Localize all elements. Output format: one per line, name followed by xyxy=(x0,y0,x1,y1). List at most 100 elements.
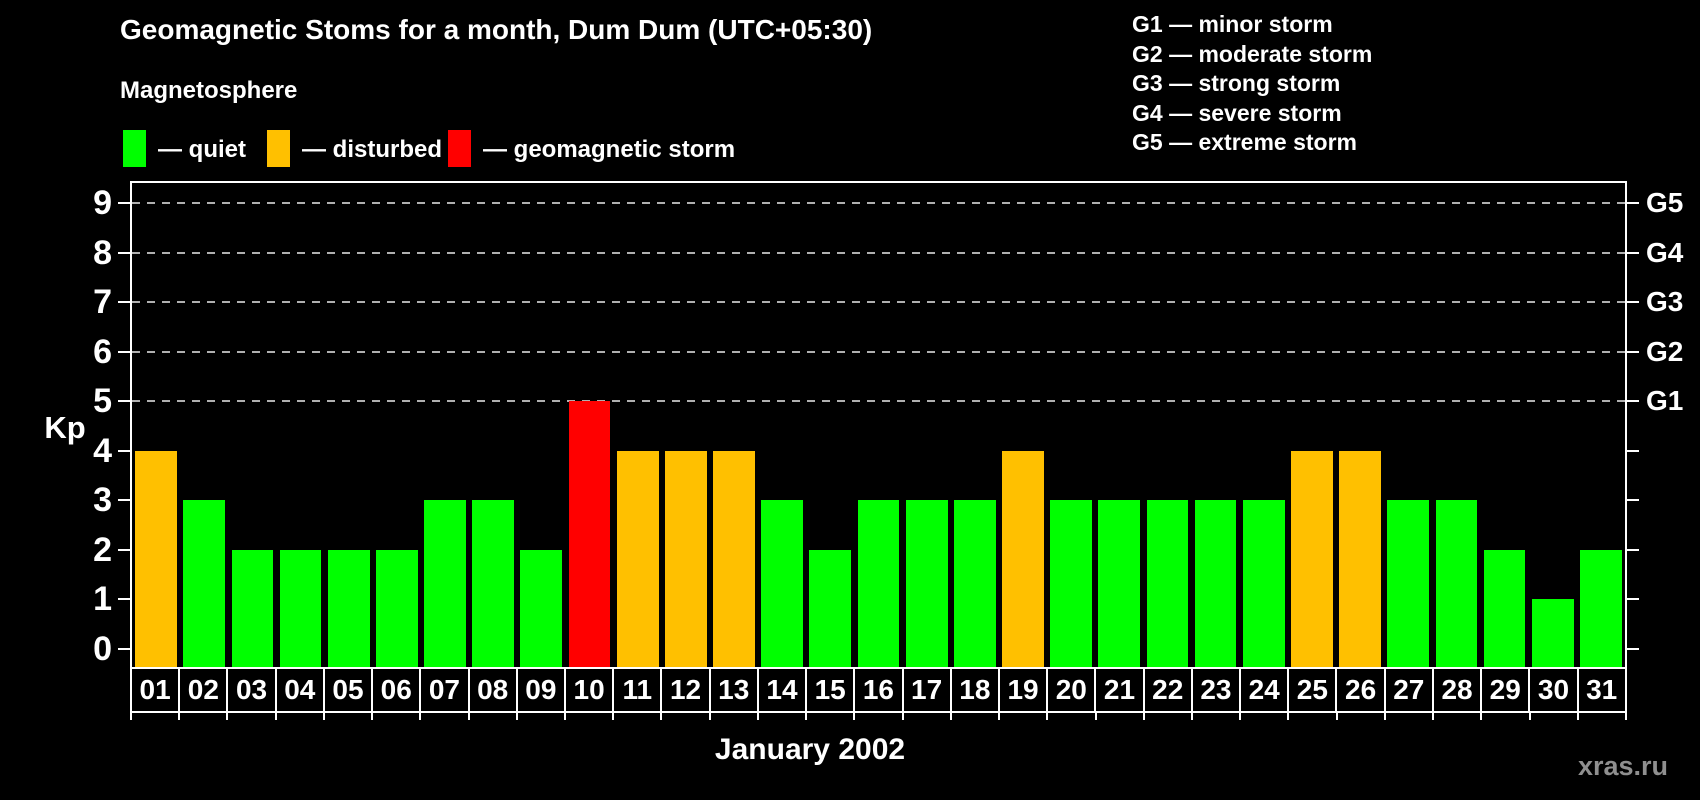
date-cell-08: 08 xyxy=(467,667,518,713)
bar-day-28 xyxy=(1435,500,1478,667)
date-boundary-tick-14 xyxy=(805,713,807,720)
bar-day-27 xyxy=(1387,500,1430,667)
date-boundary-tick-9 xyxy=(564,713,566,720)
g-label-G2: G2 xyxy=(1646,335,1684,367)
date-boundary-tick-15 xyxy=(853,713,855,720)
magnetosphere-label: Magnetosphere xyxy=(120,77,298,104)
watermark: xras.ru xyxy=(1577,751,1668,781)
y-tick-3 xyxy=(118,499,130,502)
y-tick-label-6: 6 xyxy=(93,332,112,371)
g-tick-8 xyxy=(1627,251,1639,254)
bar-day-15 xyxy=(809,549,852,667)
date-cell-25: 25 xyxy=(1287,667,1338,713)
disturbed-swatch xyxy=(267,130,290,167)
g-scale-legend-item-3: G3 — strong storm xyxy=(1132,70,1341,96)
g-label-G5: G5 xyxy=(1646,187,1684,219)
g-tick-0 xyxy=(1627,647,1639,650)
date-cell-01: 01 xyxy=(130,667,181,713)
bar-day-04 xyxy=(279,549,322,667)
date-cell-12: 12 xyxy=(660,667,711,713)
date-boundary-tick-5 xyxy=(371,713,373,720)
date-boundary-tick-6 xyxy=(419,713,421,720)
date-cell-21: 21 xyxy=(1094,667,1145,713)
date-boundary-tick-3 xyxy=(275,713,277,720)
bar-day-29 xyxy=(1483,549,1526,667)
y-axis-title: Kp xyxy=(44,410,86,445)
bar-day-23 xyxy=(1194,500,1237,667)
date-boundary-tick-25 xyxy=(1336,713,1338,720)
date-boundary-tick-23 xyxy=(1239,713,1241,720)
date-boundary-tick-10 xyxy=(612,713,614,720)
disturbed-label: — disturbed xyxy=(302,136,443,163)
bar-day-14 xyxy=(761,500,804,667)
date-boundary-tick-22 xyxy=(1191,713,1193,720)
date-cell-23: 23 xyxy=(1190,667,1242,713)
date-cell-30: 30 xyxy=(1528,667,1579,713)
g-scale-legend-item-1: G1 — minor storm xyxy=(1132,11,1333,37)
g-tick-2 xyxy=(1627,548,1639,551)
g-scale-legend: G1 — minor storm G2 — moderate storm G3 — … xyxy=(1132,10,1372,158)
bar-day-31 xyxy=(1580,549,1622,667)
date-boundary-tick-30 xyxy=(1577,713,1579,720)
bar-day-02 xyxy=(183,500,226,667)
bar-day-24 xyxy=(1242,500,1285,667)
date-boundary-tick-1 xyxy=(178,713,180,720)
bar-day-12 xyxy=(664,450,707,667)
date-boundary-tick-2 xyxy=(226,713,228,720)
y-tick-label-2: 2 xyxy=(93,530,112,569)
bar-day-01 xyxy=(135,450,177,667)
plot-area xyxy=(130,181,1627,667)
bar-day-09 xyxy=(520,549,563,667)
g-tick-7 xyxy=(1627,301,1639,304)
date-boundary-tick-11 xyxy=(660,713,662,720)
date-boundary-tick-8 xyxy=(516,713,518,720)
gridline-kp-6 xyxy=(132,350,1625,353)
date-cell-17: 17 xyxy=(901,667,952,713)
bar-day-26 xyxy=(1339,450,1381,667)
gridline-kp-8 xyxy=(132,251,1625,254)
g-label-G3: G3 xyxy=(1646,286,1684,318)
bar-day-11 xyxy=(616,450,659,667)
bar-day-30 xyxy=(1531,599,1574,667)
date-cell-14: 14 xyxy=(756,667,808,713)
date-cell-26: 26 xyxy=(1335,667,1386,713)
date-boundary-tick-7 xyxy=(468,713,470,720)
g-tick-9 xyxy=(1627,202,1639,205)
y-tick-6 xyxy=(118,350,130,353)
bar-day-18 xyxy=(953,500,996,667)
gridline-kp-9 xyxy=(132,202,1625,205)
date-boundary-tick-4 xyxy=(323,713,325,720)
date-cell-16: 16 xyxy=(853,667,904,713)
date-cell-28: 28 xyxy=(1431,667,1483,713)
date-boundary-tick-19 xyxy=(1046,713,1048,720)
y-tick-7 xyxy=(118,301,130,304)
g-tick-3 xyxy=(1627,499,1639,502)
g-label-G4: G4 xyxy=(1646,236,1684,268)
date-cell-05: 05 xyxy=(322,667,374,713)
y-tick-4 xyxy=(118,449,130,452)
bar-day-17 xyxy=(905,500,948,667)
date-cell-24: 24 xyxy=(1239,667,1290,713)
date-boundary-tick-12 xyxy=(709,713,711,720)
date-cell-15: 15 xyxy=(805,667,856,713)
date-boundary-tick-27 xyxy=(1432,713,1434,720)
storm-swatch xyxy=(448,130,471,167)
bar-day-19 xyxy=(1002,450,1044,667)
date-boundary-tick-17 xyxy=(950,713,952,720)
g-tick-4 xyxy=(1627,449,1639,452)
bar-day-20 xyxy=(1050,500,1092,667)
y-tick-label-1: 1 xyxy=(93,580,112,619)
g-scale-legend-item-4: G4 — severe storm xyxy=(1132,99,1342,126)
y-tick-8 xyxy=(118,251,130,254)
bar-day-05 xyxy=(327,549,370,667)
date-cell-31: 31 xyxy=(1576,667,1627,713)
y-tick-label-5: 5 xyxy=(93,382,112,421)
y-tick-0 xyxy=(118,647,130,650)
bar-day-03 xyxy=(231,549,274,667)
date-boundary-tick-0 xyxy=(130,713,132,720)
y-tick-label-3: 3 xyxy=(93,481,112,520)
g-label-G1: G1 xyxy=(1646,385,1684,417)
date-boundary-tick-20 xyxy=(1095,713,1097,720)
date-boundary-tick-21 xyxy=(1143,713,1145,720)
